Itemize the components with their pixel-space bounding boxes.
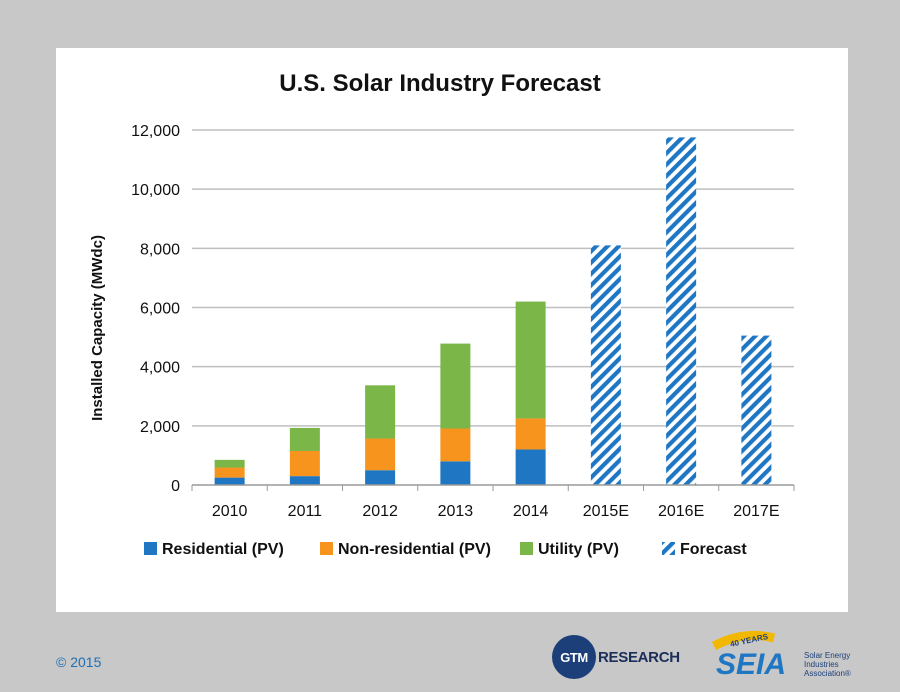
- legend-label: Utility (PV): [538, 541, 619, 558]
- y-tick-label: 6,000: [140, 301, 180, 318]
- bar-residential-pv--2011: [289, 476, 320, 485]
- legend-swatch-utility-pv-: [520, 542, 533, 555]
- x-tick-label: 2010: [212, 503, 248, 520]
- bar-utility-pv--2013: [440, 343, 471, 429]
- bar-utility-pv--2014: [515, 301, 546, 419]
- x-tick-label: 2016E: [658, 503, 704, 520]
- bar-forecast-2016e: [666, 137, 697, 485]
- seia-tagline-3: Association®: [804, 669, 851, 678]
- bar-utility-pv--2010: [214, 459, 245, 468]
- bar-non-residential-pv--2010: [214, 467, 245, 478]
- y-tick-label: 4,000: [140, 360, 180, 377]
- bar-residential-pv--2010: [214, 477, 245, 485]
- x-tick-label: 2011: [288, 503, 323, 520]
- bar-residential-pv--2014: [515, 449, 546, 485]
- gtm-research-logo: GTM RESEARCH: [552, 634, 680, 680]
- bar-utility-pv--2012: [365, 385, 396, 439]
- chart-panel: U.S. Solar Industry Forecast 0 2,000 4,000…: [56, 48, 848, 612]
- chart-title: U.S. Solar Industry Forecast: [279, 70, 601, 97]
- bar-non-residential-pv--2013: [440, 428, 471, 462]
- seia-logo: 40 YEARS SEIA Solar Energy Industries As…: [711, 630, 851, 681]
- legend-label: Forecast: [680, 541, 747, 558]
- bar-non-residential-pv--2014: [515, 418, 546, 450]
- x-tick-label: 2014: [513, 503, 549, 520]
- bar-residential-pv--2012: [365, 470, 396, 485]
- y-tick-label: 8,000: [140, 241, 180, 258]
- gtm-logo-mark: GTM: [552, 635, 596, 679]
- bar-non-residential-pv--2011: [289, 450, 320, 477]
- legend-label: Non-residential (PV): [338, 541, 491, 558]
- gtm-logo-research-text: RESEARCH: [598, 648, 680, 666]
- x-tick-label: 2012: [362, 503, 398, 520]
- y-tick-label: 12,000: [131, 123, 180, 140]
- seia-logo-text: SEIA: [716, 648, 786, 681]
- legend-swatch-non-residential-pv-: [320, 542, 333, 555]
- copyright-text: © 2015: [56, 654, 102, 670]
- bar-residential-pv--2013: [440, 461, 471, 485]
- bar-forecast-2015e: [590, 245, 621, 485]
- seia-tagline-1: Solar Energy: [804, 651, 850, 660]
- x-tick-label: 2013: [438, 503, 474, 520]
- seia-tagline-2: Industries: [804, 660, 839, 669]
- bar-forecast-2017e: [741, 335, 772, 485]
- x-tick-label: 2015E: [583, 503, 629, 520]
- y-axis-label: Installed Capacity (MWdc): [89, 235, 106, 421]
- x-tick-label: 2017E: [733, 503, 779, 520]
- stacked-bar-chart: 0 2,000 4,000 6,000 8,000 10,000 12,000 2010 201…: [89, 123, 795, 558]
- y-tick-label: 0: [171, 478, 180, 495]
- legend-swatch-residential-pv-: [144, 542, 157, 555]
- bar-non-residential-pv--2012: [365, 438, 396, 471]
- legend-swatch-forecast: [662, 542, 675, 555]
- y-tick-label: 10,000: [131, 182, 180, 199]
- y-tick-label: 2,000: [140, 419, 180, 436]
- bar-utility-pv--2011: [289, 427, 320, 451]
- legend-label: Residential (PV): [162, 541, 284, 558]
